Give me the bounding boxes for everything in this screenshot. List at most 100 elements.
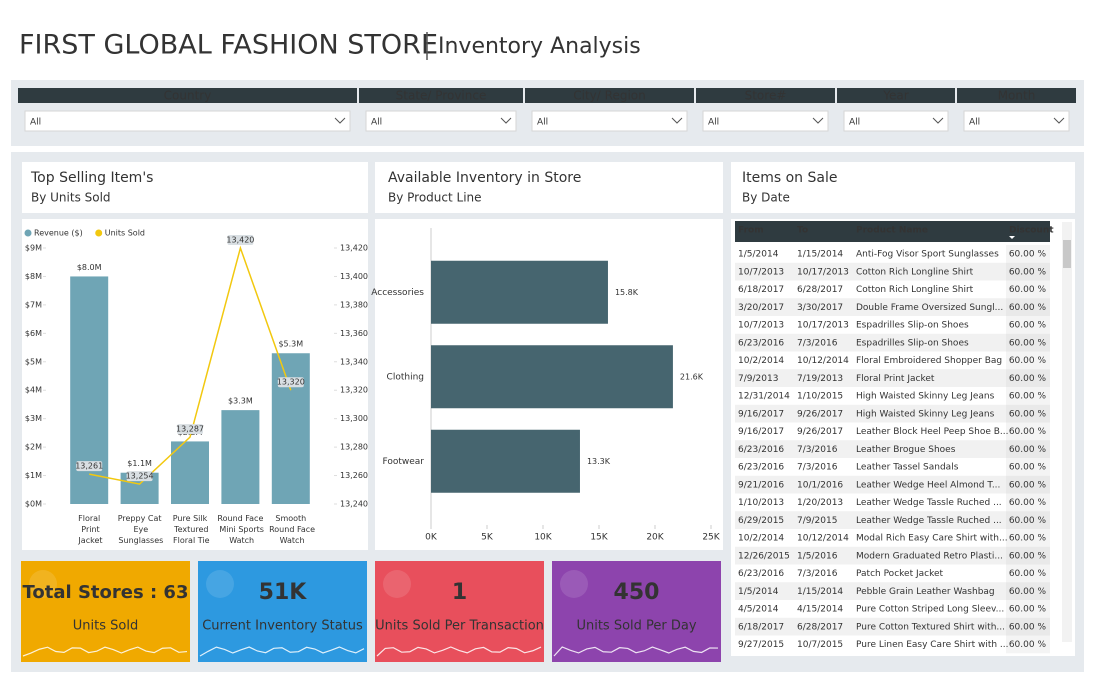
bar-label: $3.3M bbox=[228, 397, 253, 406]
filter-label: Store# bbox=[745, 89, 787, 103]
filter-dropdown[interactable] bbox=[963, 110, 1070, 132]
bar-label: 13.3K bbox=[587, 457, 611, 466]
table-row bbox=[735, 387, 1050, 405]
table-cell: Leather Wedge Heel Almond T... bbox=[856, 480, 1000, 490]
table-row bbox=[735, 351, 1050, 370]
discount-cell bbox=[1006, 422, 1050, 441]
filter-header bbox=[18, 88, 357, 103]
table-cell: 9/16/2017 bbox=[738, 427, 784, 437]
table-cell: 9/27/2015 bbox=[738, 640, 784, 650]
column-header[interactable]: Product Name bbox=[856, 226, 928, 236]
filter-dropdown[interactable] bbox=[531, 110, 688, 132]
table-cell: 1/5/2014 bbox=[738, 587, 779, 597]
table-cell: 60.00 % bbox=[1009, 569, 1047, 579]
discount-cell bbox=[1006, 404, 1050, 423]
filter-dropdown[interactable] bbox=[702, 110, 829, 132]
table-cell: 6/18/2017 bbox=[738, 622, 784, 632]
column-header[interactable]: Discount bbox=[1009, 226, 1054, 236]
filter-dropdown[interactable] bbox=[365, 110, 517, 132]
table-row bbox=[735, 245, 1050, 263]
card-title: Items on Sale bbox=[742, 170, 837, 186]
point-label-bg bbox=[76, 461, 103, 472]
dropdown-arrow bbox=[1053, 117, 1065, 124]
sparkline bbox=[553, 646, 719, 657]
table-cell: 10/7/2015 bbox=[797, 640, 843, 650]
card-title: Available Inventory in Store bbox=[388, 170, 581, 186]
sparkline bbox=[376, 646, 542, 657]
discount-cell bbox=[1006, 245, 1050, 263]
table-row bbox=[735, 262, 1050, 281]
discount-cell bbox=[1006, 475, 1050, 494]
table-cell: 60.00 % bbox=[1009, 551, 1047, 561]
discount-cell bbox=[1006, 440, 1050, 458]
table-row bbox=[735, 582, 1050, 600]
table-cell: 7/19/2013 bbox=[797, 374, 843, 384]
discount-cell bbox=[1006, 600, 1050, 618]
bar-label: $5.3M bbox=[278, 340, 303, 349]
bar bbox=[431, 429, 580, 493]
line bbox=[89, 245, 292, 485]
filter-label: Country bbox=[164, 89, 212, 103]
column-header[interactable]: To bbox=[797, 226, 808, 236]
table-cell: 7/3/2016 bbox=[797, 338, 838, 348]
scroll-thumb[interactable] bbox=[1063, 240, 1071, 268]
filter-dropdown[interactable] bbox=[843, 110, 949, 132]
table-cell: 60.00 % bbox=[1009, 392, 1047, 402]
table-cell: 1/20/2013 bbox=[797, 498, 843, 508]
table-row bbox=[735, 546, 1050, 565]
point-label: 13,287 bbox=[176, 425, 204, 434]
filter-label: State/ Province bbox=[396, 89, 487, 103]
y2-tick-label: 13,420 bbox=[340, 244, 368, 253]
table-cell: 60.00 % bbox=[1009, 374, 1047, 384]
table-cell: 60.00 % bbox=[1009, 338, 1047, 348]
table-cell: 60.00 % bbox=[1009, 480, 1047, 490]
table-cell: 4/5/2014 bbox=[738, 605, 779, 615]
table-cell: 60.00 % bbox=[1009, 534, 1047, 544]
y-tick-label: $7M bbox=[25, 300, 42, 309]
table-cell: Pure Cotton Textured Shirt with... bbox=[856, 622, 1005, 632]
table-cell: 6/18/2017 bbox=[738, 285, 784, 295]
table-row bbox=[735, 440, 1050, 458]
table-cell: 7/3/2016 bbox=[797, 463, 838, 473]
point-label: 13,254 bbox=[126, 472, 154, 481]
table-cell: 10/2/2014 bbox=[738, 534, 784, 544]
table-cell: 12/26/2015 bbox=[738, 551, 790, 561]
y-tick-label: $4M bbox=[25, 386, 42, 395]
table-cell: 1/15/2014 bbox=[797, 250, 843, 260]
table-cell: 9/26/2017 bbox=[797, 427, 843, 437]
table-cell: 60.00 % bbox=[1009, 303, 1047, 313]
table-row bbox=[735, 280, 1050, 299]
kpi-card bbox=[198, 561, 367, 662]
table-row bbox=[735, 369, 1050, 387]
column-header[interactable]: From bbox=[738, 226, 764, 236]
table-cell: 10/1/2016 bbox=[797, 480, 843, 490]
table-cell: 6/28/2017 bbox=[797, 622, 843, 632]
kpi-icon bbox=[29, 570, 57, 598]
filter-header bbox=[957, 88, 1076, 103]
table-row bbox=[735, 617, 1050, 636]
table-cell: 6/23/2016 bbox=[738, 463, 784, 473]
page-subtitle: Inventory Analysis bbox=[438, 34, 641, 59]
point-label: 13,261 bbox=[75, 462, 103, 471]
filter-label: Month bbox=[998, 89, 1036, 103]
table-cell: 60.00 % bbox=[1009, 445, 1047, 455]
x-tick-label: Smooth Round Face Watch bbox=[267, 514, 316, 545]
filter-value: All bbox=[849, 118, 860, 128]
y2-tick-label: 13,260 bbox=[340, 471, 368, 480]
filter-label: City/ Region bbox=[573, 89, 645, 103]
table-cell: 60.00 % bbox=[1009, 498, 1047, 508]
table-cell: 4/15/2014 bbox=[797, 605, 843, 615]
table-cell: Double Frame Oversized Sungl... bbox=[856, 303, 1003, 313]
bar bbox=[431, 260, 608, 324]
filter-dropdown[interactable] bbox=[24, 110, 351, 132]
table-cell: 10/7/2013 bbox=[738, 267, 784, 277]
bar bbox=[271, 353, 310, 504]
card-header bbox=[731, 162, 1075, 213]
scrollbar[interactable] bbox=[1062, 222, 1072, 642]
discount-cell bbox=[1006, 582, 1050, 600]
point-label-bg bbox=[227, 235, 254, 245]
table-cell: 6/28/2017 bbox=[797, 285, 843, 295]
table-cell: 10/17/2013 bbox=[797, 267, 849, 277]
table-cell: 10/7/2013 bbox=[738, 321, 784, 331]
y-tick-label: $6M bbox=[25, 329, 42, 338]
